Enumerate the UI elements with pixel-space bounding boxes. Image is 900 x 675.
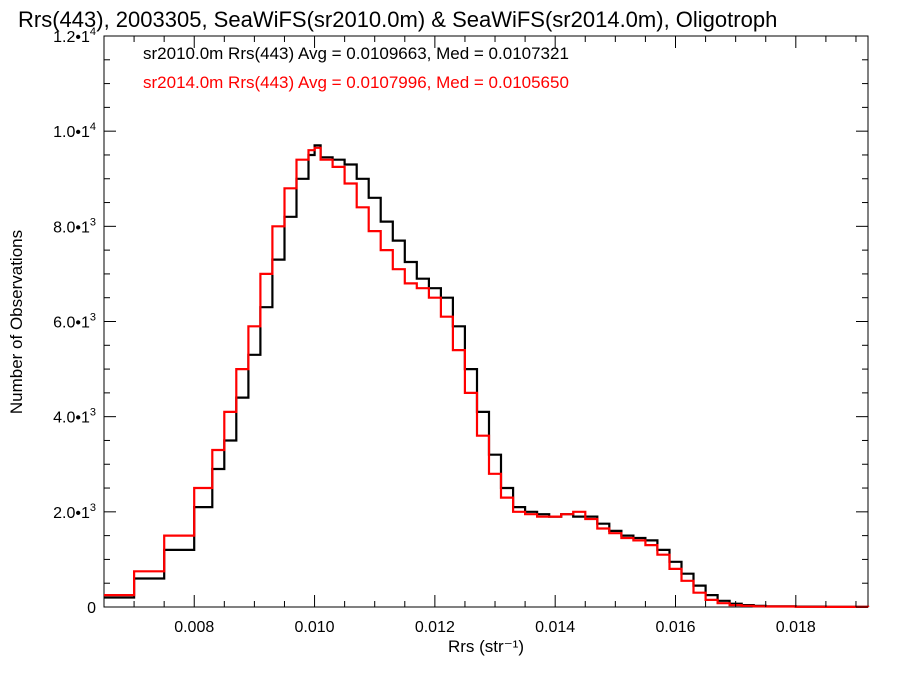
series-layer	[104, 144, 870, 608]
x-axis-title: Rrs (str⁻¹)	[448, 637, 524, 656]
x-tick-label: 0.018	[776, 619, 816, 636]
y-tick-label: 8.0•13	[53, 216, 96, 236]
x-tick-label: 0.016	[655, 619, 695, 636]
legend-entry-sr2014.0m: sr2014.0m Rrs(443) Avg = 0.0107996, Med …	[143, 73, 569, 92]
series-line-sr2010.0m	[104, 144, 870, 608]
chart-title: Rrs(443), 2003305, SeaWiFS(sr2010.0m) & …	[18, 7, 777, 32]
plot-frame	[103, 35, 869, 608]
y-axis-title: Number of Observations	[7, 230, 26, 414]
y-tick-label: 0	[87, 600, 96, 617]
y-tick-label: 2.0•13	[53, 502, 96, 522]
x-tick-label: 0.014	[535, 619, 575, 636]
y-tick-label: 6.0•13	[53, 312, 96, 332]
legend: sr2010.0m Rrs(443) Avg = 0.0109663, Med …	[143, 44, 569, 92]
x-tick-label: 0.008	[174, 619, 214, 636]
legend-entry-sr2010.0m: sr2010.0m Rrs(443) Avg = 0.0109663, Med …	[143, 44, 569, 63]
x-tick-label: 0.012	[415, 619, 455, 636]
y-tick-label: 4.0•13	[53, 407, 96, 427]
tick-layer: 0.008 0.010 0.012 0.014 0.016 0.018 0 2.0•13 4.0…	[53, 26, 868, 636]
y-tick-label: 1.2•14	[53, 26, 96, 46]
series-line-sr2014.0m	[104, 146, 870, 608]
y-tick-label: 1.0•14	[53, 121, 96, 141]
x-tick-label: 0.010	[295, 619, 335, 636]
